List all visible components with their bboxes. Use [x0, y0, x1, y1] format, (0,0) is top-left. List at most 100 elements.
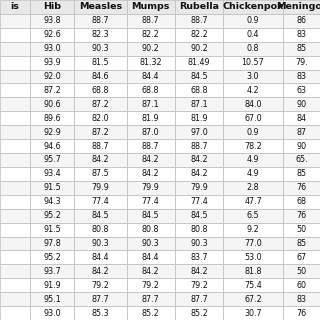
Text: 89.6: 89.6: [43, 114, 61, 123]
Bar: [0, 28, 30, 42]
Text: 84.2: 84.2: [190, 156, 208, 164]
Text: 97.8: 97.8: [43, 239, 61, 248]
Text: 79.9: 79.9: [92, 183, 109, 192]
Bar: [175, 195, 223, 209]
Text: 77.0: 77.0: [244, 239, 262, 248]
Bar: [175, 111, 223, 125]
Bar: [126, 153, 175, 167]
Text: 85.2: 85.2: [190, 308, 208, 317]
Text: 77.4: 77.4: [92, 197, 109, 206]
Bar: [75, 111, 126, 125]
Text: 83: 83: [296, 72, 306, 81]
Text: 94.3: 94.3: [43, 197, 61, 206]
Text: 82.0: 82.0: [92, 114, 109, 123]
Bar: [75, 223, 126, 236]
Text: 93.7: 93.7: [43, 267, 61, 276]
Bar: [283, 42, 320, 56]
Text: 80.8: 80.8: [92, 225, 109, 234]
Text: 95.2: 95.2: [43, 253, 61, 262]
Text: 88.7: 88.7: [92, 16, 109, 25]
Bar: [223, 0, 283, 14]
Bar: [175, 181, 223, 195]
Bar: [126, 42, 175, 56]
Text: 86: 86: [296, 16, 306, 25]
Text: 90: 90: [296, 100, 307, 109]
Bar: [75, 0, 126, 14]
Bar: [30, 251, 75, 264]
Text: 90.3: 90.3: [142, 239, 159, 248]
Text: 65.: 65.: [295, 156, 308, 164]
Bar: [283, 14, 320, 28]
Bar: [75, 278, 126, 292]
Text: 95.7: 95.7: [43, 156, 61, 164]
Bar: [175, 139, 223, 153]
Bar: [283, 195, 320, 209]
Text: 84.2: 84.2: [142, 156, 159, 164]
Text: 78.2: 78.2: [244, 141, 262, 151]
Bar: [30, 42, 75, 56]
Bar: [0, 167, 30, 181]
Bar: [75, 181, 126, 195]
Bar: [75, 292, 126, 306]
Bar: [0, 181, 30, 195]
Bar: [30, 28, 75, 42]
Text: 93.0: 93.0: [43, 308, 61, 317]
Bar: [0, 251, 30, 264]
Bar: [283, 125, 320, 139]
Text: 84.2: 84.2: [190, 267, 208, 276]
Bar: [223, 97, 283, 111]
Bar: [30, 56, 75, 69]
Bar: [223, 181, 283, 195]
Bar: [283, 153, 320, 167]
Text: 10.57: 10.57: [242, 58, 264, 67]
Text: 77.4: 77.4: [190, 197, 208, 206]
Text: 92.0: 92.0: [43, 72, 61, 81]
Text: 91.5: 91.5: [43, 183, 61, 192]
Bar: [0, 236, 30, 251]
Text: 80.8: 80.8: [142, 225, 159, 234]
Bar: [283, 167, 320, 181]
Bar: [223, 69, 283, 84]
Text: 84.2: 84.2: [92, 156, 109, 164]
Text: 95.2: 95.2: [43, 211, 61, 220]
Bar: [75, 56, 126, 69]
Text: 90.3: 90.3: [92, 44, 109, 53]
Text: 77.4: 77.4: [142, 197, 160, 206]
Bar: [0, 42, 30, 56]
Bar: [283, 209, 320, 223]
Text: 0.9: 0.9: [247, 16, 259, 25]
Bar: [283, 236, 320, 251]
Bar: [0, 209, 30, 223]
Bar: [175, 167, 223, 181]
Text: 85: 85: [296, 239, 307, 248]
Text: 63: 63: [296, 86, 306, 95]
Bar: [75, 195, 126, 209]
Text: 85: 85: [296, 44, 307, 53]
Bar: [30, 209, 75, 223]
Text: 67.2: 67.2: [244, 295, 262, 304]
Text: 87.2: 87.2: [92, 128, 109, 137]
Text: 0.8: 0.8: [247, 44, 259, 53]
Text: 88.7: 88.7: [190, 16, 208, 25]
Bar: [223, 264, 283, 278]
Bar: [223, 14, 283, 28]
Bar: [0, 97, 30, 111]
Bar: [175, 28, 223, 42]
Bar: [30, 97, 75, 111]
Text: Rubella: Rubella: [179, 3, 219, 12]
Bar: [175, 153, 223, 167]
Text: 82.3: 82.3: [92, 30, 109, 39]
Text: 67: 67: [296, 253, 307, 262]
Text: 81.9: 81.9: [142, 114, 159, 123]
Bar: [75, 125, 126, 139]
Text: 68: 68: [296, 197, 306, 206]
Bar: [223, 306, 283, 320]
Bar: [0, 292, 30, 306]
Text: 94.6: 94.6: [43, 141, 61, 151]
Bar: [223, 223, 283, 236]
Text: 84.4: 84.4: [142, 72, 159, 81]
Bar: [223, 84, 283, 97]
Bar: [126, 84, 175, 97]
Text: 84.2: 84.2: [92, 267, 109, 276]
Bar: [0, 56, 30, 69]
